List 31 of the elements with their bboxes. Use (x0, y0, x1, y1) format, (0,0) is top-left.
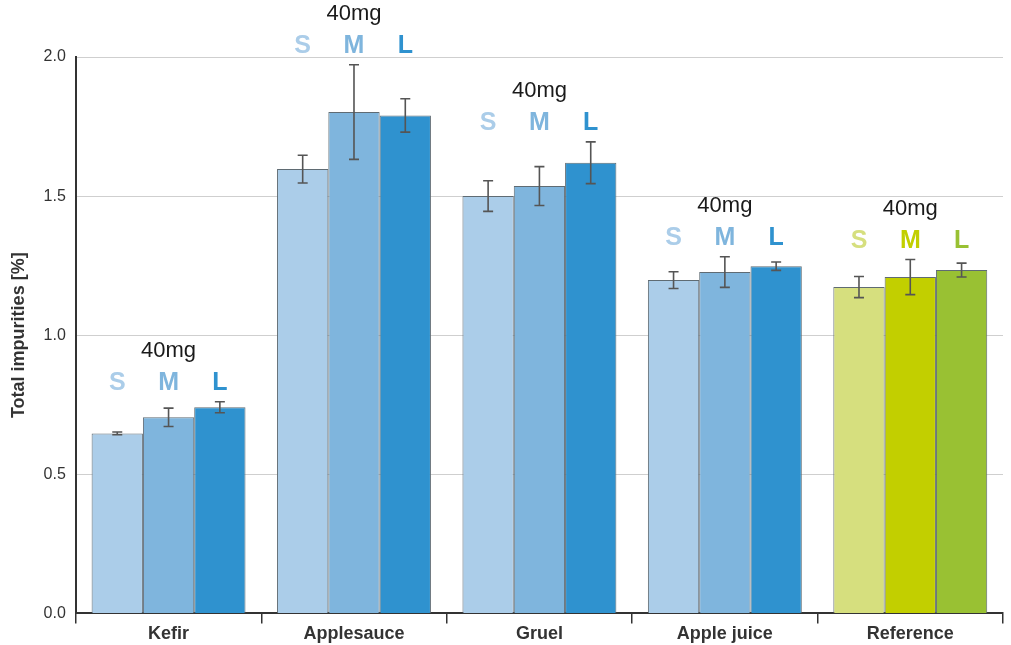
annotation: 40mg (511, 76, 567, 102)
y-tick-label: 1.0 (43, 325, 66, 343)
annotation: 40mg (882, 194, 938, 220)
text: L (768, 221, 784, 250)
text: M (343, 29, 365, 58)
x-tick-label: Gruel (515, 623, 563, 644)
series-label: M (714, 221, 736, 250)
y-axis-title: Total impurities [%] (7, 252, 28, 419)
series-label: L (212, 366, 228, 395)
text: 40mg (326, 0, 382, 25)
series-label: S (665, 221, 682, 250)
text: S (850, 224, 868, 253)
text: M (529, 106, 550, 135)
text: M (158, 366, 179, 395)
x-tick-label: Apple juice (676, 623, 773, 644)
y-tick-label: 0.0 (43, 603, 66, 621)
x-tick-label: Applesauce (303, 623, 405, 644)
y-tick-label: 2.0 (43, 47, 66, 65)
text: S (294, 29, 312, 58)
x-tick-label: Kefir (148, 623, 190, 644)
y-tick-label: 0.5 (43, 464, 66, 482)
x-tick-label: Reference (866, 623, 954, 644)
text: L (397, 29, 413, 58)
text: S (479, 106, 497, 135)
text: S (108, 366, 126, 395)
annotation: 40mg (697, 191, 753, 217)
text: M (899, 224, 921, 253)
text: L (953, 224, 970, 253)
text: L (583, 106, 599, 135)
annotation: 40mg (141, 336, 197, 362)
y-tick-label: 1.5 (43, 186, 66, 204)
